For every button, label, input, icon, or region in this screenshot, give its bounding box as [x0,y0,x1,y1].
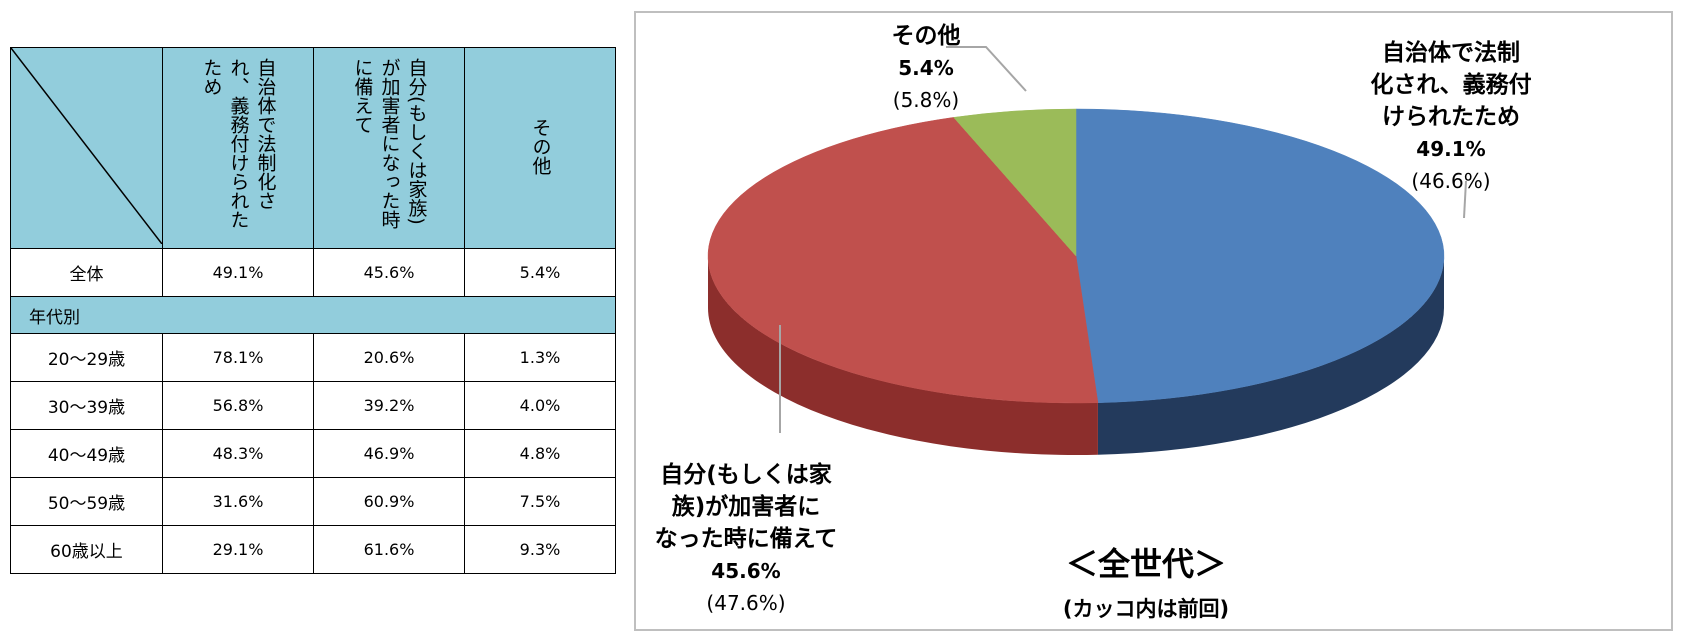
table-row: 20～29歳 78.1% 20.6% 1.3% [10,333,616,382]
cell-value: 29.1% [162,525,314,574]
cell-value: 5.4% [464,248,616,297]
slice-previous: (47.6%) [706,591,786,615]
cell-value: 7.5% [464,477,616,526]
pie-slice [953,108,1077,257]
cell-value: 1.3% [464,333,616,382]
corner-diagonal-line [10,47,163,245]
leader-line [946,46,1027,92]
pie-slice [1075,108,1445,403]
row-label: 60歳以上 [10,525,163,574]
pie-slice [707,117,1099,404]
row-label: 30～39歳 [10,381,163,430]
slice-previous: (46.6%) [1411,169,1491,193]
cell-value: 56.8% [162,381,314,430]
pie-slice-side [1097,256,1444,455]
table-header-cell: その他 [464,47,616,249]
slice-label-1: 自分(もしくは家 族)が加害者に なった時に備えて 45.6% (47.6%) [616,459,876,619]
cell-value: 46.9% [313,429,465,478]
table-corner-cell [10,47,163,249]
section-label: 年代別 [10,296,616,334]
slice-percent: 49.1% [1416,137,1486,161]
table-row: 40～49歳 48.3% 46.9% 4.8% [10,429,616,478]
slice-name: 自分(もしくは家 族)が加害者に なった時に備えて [654,462,838,552]
cell-value: 4.0% [464,381,616,430]
slice-name: 自治体で法制 化され、義務付 けられたため [1370,40,1532,130]
header-text: 自分(もしくは家族)が加害者になった時に備えて [351,58,428,229]
slice-label-2: その他 5.4% (5.8%) [846,20,1006,116]
cell-value: 4.8% [464,429,616,478]
leader-line [1463,180,1467,219]
cell-value: 49.1% [162,248,314,297]
slice-name: その他 [891,23,961,49]
data-table-container: 自治体で法制化され、義務付けられたため 自分(もしくは家族)が加害者になった時に… [10,47,616,574]
cell-value: 48.3% [162,429,314,478]
row-label: 50～59歳 [10,477,163,526]
slice-percent: 5.4% [898,56,954,80]
cell-value: 60.9% [313,477,465,526]
pie-chart-frame: 自治体で法制 化され、義務付 けられたため 49.1% (46.6%) 自分(もしく… [634,11,1673,631]
table-row: 30～39歳 56.8% 39.2% 4.0% [10,381,616,430]
cell-value: 45.6% [313,248,465,297]
slice-label-0: 自治体で法制 化され、義務付 けられたため 49.1% (46.6%) [1321,37,1581,197]
slice-previous: (5.8%) [892,88,960,112]
row-label: 20～29歳 [10,333,163,382]
row-label: 全体 [10,248,163,297]
table-header-cell: 自分(もしくは家族)が加害者になった時に備えて [313,47,465,249]
cell-value: 20.6% [313,333,465,382]
header-text: 自治体で法制化され、義務付けられたため [200,58,277,229]
chart-subtitle: (カッコ内は前回) [1062,597,1230,621]
table-row: 50～59歳 31.6% 60.9% 7.5% [10,477,616,526]
header-text: その他 [529,118,552,175]
table-header-cell: 自治体で法制化され、義務付けられたため [162,47,314,249]
table-row: 60歳以上 29.1% 61.6% 9.3% [10,525,616,574]
data-table: 自治体で法制化され、義務付けられたため 自分(もしくは家族)が加害者になった時に… [10,47,616,574]
row-label: 40～49歳 [10,429,163,478]
cell-value: 31.6% [162,477,314,526]
cell-value: 39.2% [313,381,465,430]
table-section-row: 年代別 [10,296,616,334]
pie-chart [707,46,1467,456]
table-row-total: 全体 49.1% 45.6% 5.4% [10,248,616,297]
table-header-row: 自治体で法制化され、義務付けられたため 自分(もしくは家族)が加害者になった時に… [10,47,616,249]
pie-slice-side [708,256,1098,456]
chart-title: ＜全世代＞ [1065,545,1226,583]
cell-value: 9.3% [464,525,616,574]
slice-percent: 45.6% [711,559,781,583]
cell-value: 61.6% [313,525,465,574]
cell-value: 78.1% [162,333,314,382]
